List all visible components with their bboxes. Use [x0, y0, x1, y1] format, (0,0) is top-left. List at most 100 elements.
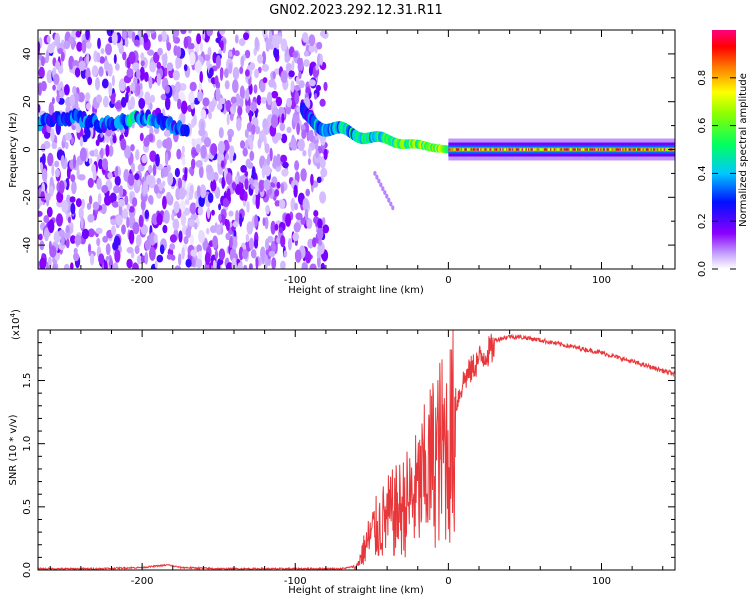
- tone-core: [618, 148, 621, 151]
- tone-core: [502, 148, 504, 151]
- noise-blob: [310, 173, 314, 186]
- noise-blob: [128, 229, 135, 244]
- noise-blob: [197, 90, 204, 102]
- noise-blob: [204, 137, 211, 148]
- tone-core: [479, 148, 481, 151]
- tone-core: [651, 148, 654, 151]
- noise-blob: [130, 144, 135, 152]
- noise-blob: [86, 52, 90, 65]
- noise-blob: [207, 164, 213, 174]
- noise-blob: [87, 76, 93, 86]
- noise-blob: [38, 210, 43, 217]
- noise-blob: [51, 141, 57, 148]
- noise-blob: [115, 215, 123, 226]
- tone-core: [545, 148, 547, 151]
- tone-core: [619, 148, 622, 151]
- tone-core: [562, 148, 564, 151]
- noise-blob: [200, 109, 207, 119]
- noise-blob: [85, 102, 91, 111]
- noise-blob: [302, 197, 309, 211]
- noise-blob: [181, 247, 185, 260]
- tone-core: [520, 148, 523, 151]
- noise-blob: [124, 195, 129, 206]
- noise-blob: [46, 206, 53, 218]
- noise-blob: [295, 212, 303, 221]
- tone-core: [666, 148, 668, 151]
- tone-core: [581, 148, 584, 151]
- noise-blob: [139, 132, 144, 142]
- noise-blob: [181, 156, 186, 166]
- noise-blob: [122, 208, 129, 220]
- noise-blob: [38, 233, 43, 241]
- noise-blob: [63, 40, 71, 50]
- noise-blob: [47, 152, 54, 167]
- tone-core: [486, 148, 488, 151]
- noise-blob: [164, 85, 170, 94]
- tone-core: [570, 148, 573, 151]
- noise-blob: [40, 143, 46, 152]
- noise-blob: [92, 201, 100, 211]
- noise-blob: [316, 41, 323, 50]
- noise-blob: [322, 224, 330, 234]
- tone-core: [660, 148, 662, 151]
- noise-blob: [243, 264, 248, 269]
- noise-blob: [121, 30, 127, 40]
- noise-blob: [132, 197, 138, 207]
- tone-core: [541, 148, 544, 151]
- tone-core: [453, 148, 455, 151]
- tone-core: [457, 148, 459, 151]
- y-tick-label: -40: [22, 237, 33, 253]
- noise-blob: [110, 218, 117, 226]
- noise-blob: [237, 262, 243, 269]
- noise-blob: [261, 51, 266, 65]
- noise-blob: [249, 62, 255, 71]
- tone-core: [474, 148, 476, 151]
- tone-core: [468, 148, 470, 151]
- noise-blob: [78, 174, 86, 181]
- tone-core: [540, 148, 542, 151]
- noise-blob: [296, 122, 300, 135]
- noise-blob: [86, 41, 92, 49]
- noise-blob: [174, 167, 180, 178]
- tone-core: [602, 148, 605, 151]
- tone-core: [472, 148, 475, 151]
- noise-blob: [70, 202, 76, 215]
- noise-blob: [251, 124, 256, 135]
- noise-blob: [300, 217, 306, 225]
- noise-blob: [293, 184, 298, 198]
- noise-blob: [195, 137, 203, 147]
- noise-blob: [102, 158, 108, 171]
- tone-core: [539, 148, 541, 151]
- noise-blob: [120, 96, 127, 108]
- noise-blob: [274, 132, 283, 141]
- noise-blob: [234, 50, 240, 57]
- noise-blob: [240, 165, 247, 173]
- noise-blob: [285, 62, 292, 72]
- tone-core: [600, 148, 602, 151]
- noise-blob: [321, 217, 326, 226]
- noise-blob: [308, 34, 316, 47]
- noise-blob: [244, 170, 249, 177]
- tone-core: [561, 148, 563, 151]
- x-tick-label: -100: [284, 275, 307, 286]
- noise-blob: [79, 147, 87, 162]
- noise-blob: [194, 41, 200, 55]
- noise-blob: [214, 75, 219, 86]
- noise-blob: [102, 95, 109, 108]
- noise-blob: [217, 140, 225, 154]
- noise-blob: [140, 224, 148, 235]
- noise-blob: [71, 180, 77, 195]
- noise-blob: [163, 130, 171, 137]
- noise-blob: [114, 101, 122, 110]
- colorbar-gradient: [712, 30, 736, 269]
- tone-core: [512, 148, 514, 151]
- noise-blob: [232, 47, 236, 56]
- noise-blob: [95, 139, 100, 147]
- noise-blob: [262, 30, 268, 39]
- noise-blob: [162, 180, 166, 187]
- noise-blob: [189, 51, 196, 66]
- noise-blob: [189, 81, 197, 92]
- noise-blob: [244, 178, 249, 191]
- tone-core: [617, 148, 619, 151]
